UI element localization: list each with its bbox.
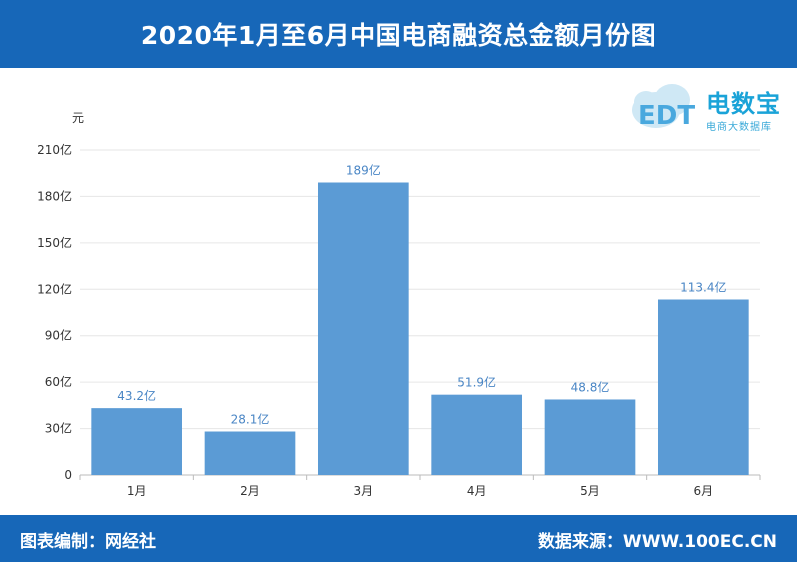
footer-source: 数据来源：WWW.100EC.CN xyxy=(537,532,777,552)
x-tick-label: 2月 xyxy=(240,484,260,498)
x-tick-label: 1月 xyxy=(127,484,147,498)
bar-chart: 元 0 30亿 60亿 90亿 120亿 150亿 180亿 210亿 43.2亿 1月 28.1亿 2… xyxy=(37,111,761,498)
data-label: 48.8亿 xyxy=(571,379,610,394)
cloud-logo-icon: EDT xyxy=(632,84,695,131)
y-tick-label: 180亿 xyxy=(37,188,72,203)
bar xyxy=(431,394,522,475)
data-label: 51.9亿 xyxy=(457,375,496,390)
data-label: 43.2亿 xyxy=(117,388,156,403)
logo-subtext: 电商大数据库 xyxy=(706,122,772,133)
logo: EDT 电数宝 电商大数据库 xyxy=(626,74,791,134)
x-tick-label: 6月 xyxy=(694,484,714,498)
bar xyxy=(318,182,409,475)
bar xyxy=(204,431,296,475)
x-tick-label: 4月 xyxy=(467,484,487,498)
y-tick-label: 90亿 xyxy=(45,328,72,343)
title-bar: 2020年1月至6月中国电商融资总金额月份图 xyxy=(0,0,797,68)
footer-bar: 图表编制：网经社 数据来源：WWW.100EC.CN xyxy=(0,515,797,562)
y-tick-label: 60亿 xyxy=(45,374,72,389)
data-label: 28.1亿 xyxy=(231,412,270,427)
bar xyxy=(658,299,749,475)
x-tick-label: 5月 xyxy=(580,484,600,498)
logo-mark: EDT xyxy=(638,101,695,131)
y-tick-label: 0 xyxy=(64,468,72,482)
x-tick-label: 3月 xyxy=(354,484,374,498)
chart-title: 2020年1月至6月中国电商融资总金额月份图 xyxy=(140,21,657,50)
bar xyxy=(544,399,636,475)
y-tick-label: 150亿 xyxy=(37,235,72,250)
bar xyxy=(91,408,182,475)
logo-text: 电数宝 xyxy=(706,90,781,118)
y-tick-label: 120亿 xyxy=(37,281,72,296)
data-label: 189亿 xyxy=(346,163,381,178)
data-label: 113.4亿 xyxy=(680,280,726,295)
y-tick-label: 210亿 xyxy=(37,142,72,157)
footer-credit: 图表编制：网经社 xyxy=(20,532,156,552)
y-tick-label: 30亿 xyxy=(45,421,72,436)
y-axis-unit: 元 xyxy=(72,111,84,125)
